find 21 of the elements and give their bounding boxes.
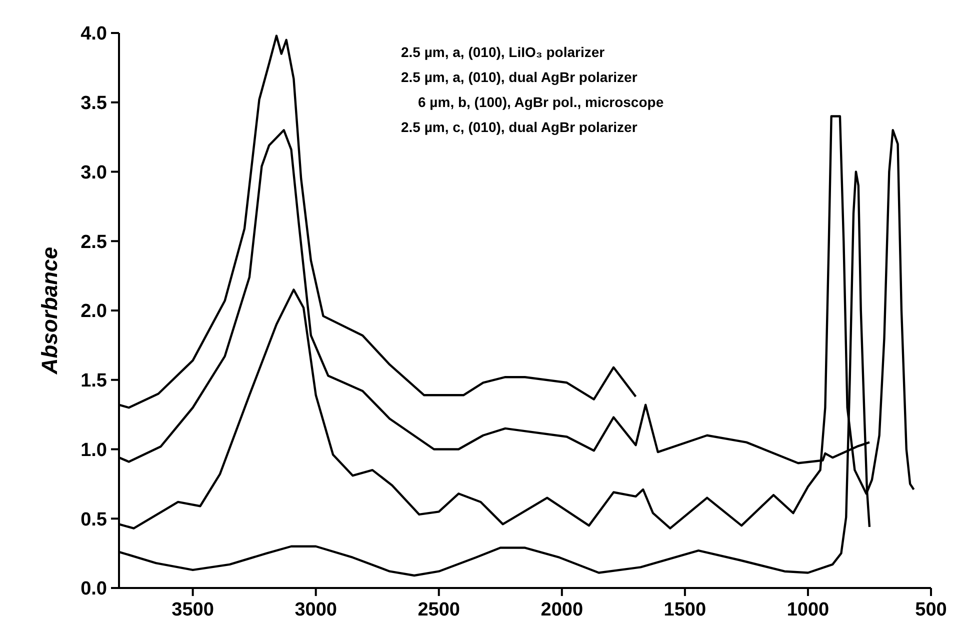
y-tick-label: 0.5	[80, 509, 108, 530]
x-tick-label: 1000	[786, 599, 830, 620]
y-tick-label: 3.5	[80, 93, 108, 114]
y-tick-label: 0.0	[80, 578, 107, 600]
x-tick-label: 2500	[418, 599, 460, 620]
y-tick-label: 2.0	[80, 301, 107, 322]
y-axis-title: Absorbance	[36, 246, 62, 376]
annotation: 2.5 µm, a, (010), dual AgBr polarizer	[401, 69, 638, 85]
annotation: 2.5 µm, c, (010), dual AgBr polarizer	[401, 119, 638, 135]
y-tick-label: 1.5	[80, 370, 108, 392]
x-tick-label: 3500	[172, 599, 214, 620]
y-tick-label: 2.5	[80, 232, 108, 253]
x-tick-label: 1500	[664, 599, 706, 620]
x-tick-label: 500	[915, 599, 947, 620]
annotation: 2.5 µm, a, (010), LiIO₃ polarizer	[401, 44, 605, 60]
x-tick-label: 2000	[540, 599, 584, 620]
y-tick-label: 3.0	[80, 162, 107, 184]
annotation: 6 µm, b, (100), AgBr pol., microscope	[418, 94, 664, 110]
y-tick-label: 4.0	[80, 24, 107, 45]
y-tick-label: 1.0	[80, 440, 107, 461]
x-tick-label: 3000	[294, 599, 337, 620]
